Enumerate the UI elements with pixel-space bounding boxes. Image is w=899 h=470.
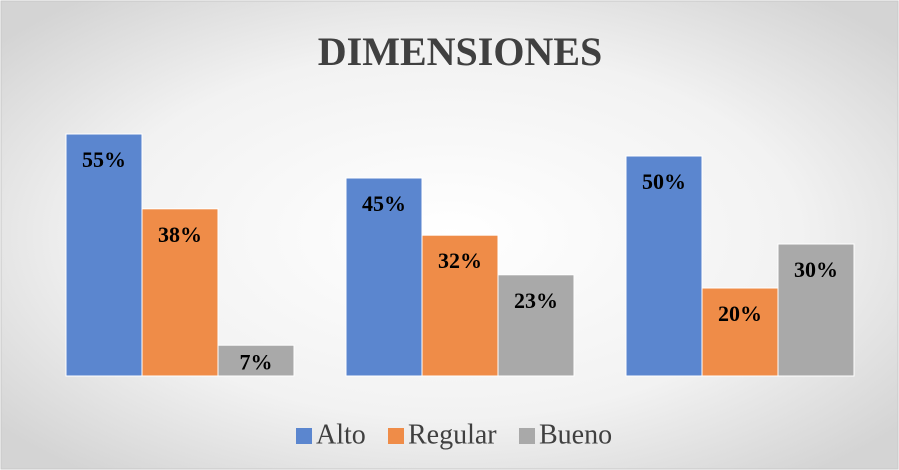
data-label: 55% [82, 147, 126, 172]
legend-swatch [296, 428, 312, 444]
bar [217, 344, 295, 377]
bar [421, 234, 499, 377]
bar [701, 287, 779, 377]
bar [625, 155, 703, 377]
data-label: 38% [158, 222, 202, 247]
legend-label: Alto [316, 419, 366, 450]
data-label: 23% [514, 288, 558, 313]
bar [345, 177, 423, 377]
legend-swatch [519, 428, 535, 444]
bar [777, 243, 855, 377]
legend-label: Regular [408, 419, 497, 450]
data-label: 32% [438, 248, 482, 273]
chart-title: DIMENSIONES [318, 29, 603, 74]
bar [141, 208, 219, 377]
data-label: 50% [642, 169, 686, 194]
legend-swatch [388, 428, 404, 444]
legend-label: Bueno [539, 419, 612, 450]
bar [497, 274, 575, 377]
data-label: 20% [718, 301, 762, 326]
data-label: 7% [240, 350, 273, 375]
bar [65, 133, 143, 377]
data-label: 45% [362, 191, 406, 216]
data-label: 30% [794, 257, 838, 282]
